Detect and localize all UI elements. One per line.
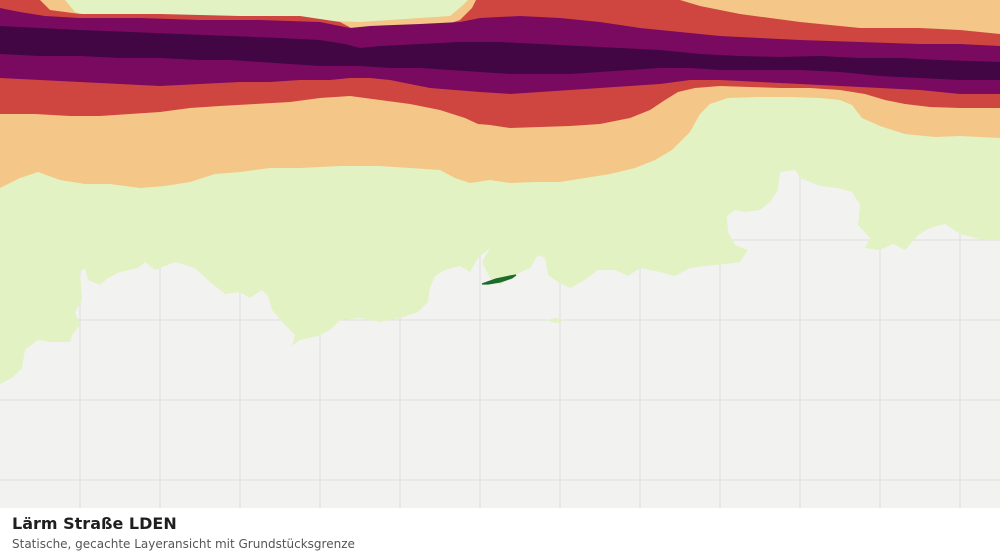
layer-title: Lärm Straße LDEN xyxy=(12,514,177,533)
noise-band-lightest-patch xyxy=(0,320,28,340)
noise-map-canvas xyxy=(0,0,1000,508)
layer-caption: Lärm Straße LDEN Statische, gecachte Lay… xyxy=(0,508,1000,560)
noise-band-darkest xyxy=(0,26,1000,80)
noise-band-lightest-patch xyxy=(980,217,1000,223)
parcel-boundary[interactable] xyxy=(481,274,517,285)
map-view[interactable] xyxy=(0,0,1000,508)
noise-band-lightest-patch xyxy=(545,318,566,323)
layer-subtitle: Statische, gecachte Layeransicht mit Gru… xyxy=(12,537,355,551)
